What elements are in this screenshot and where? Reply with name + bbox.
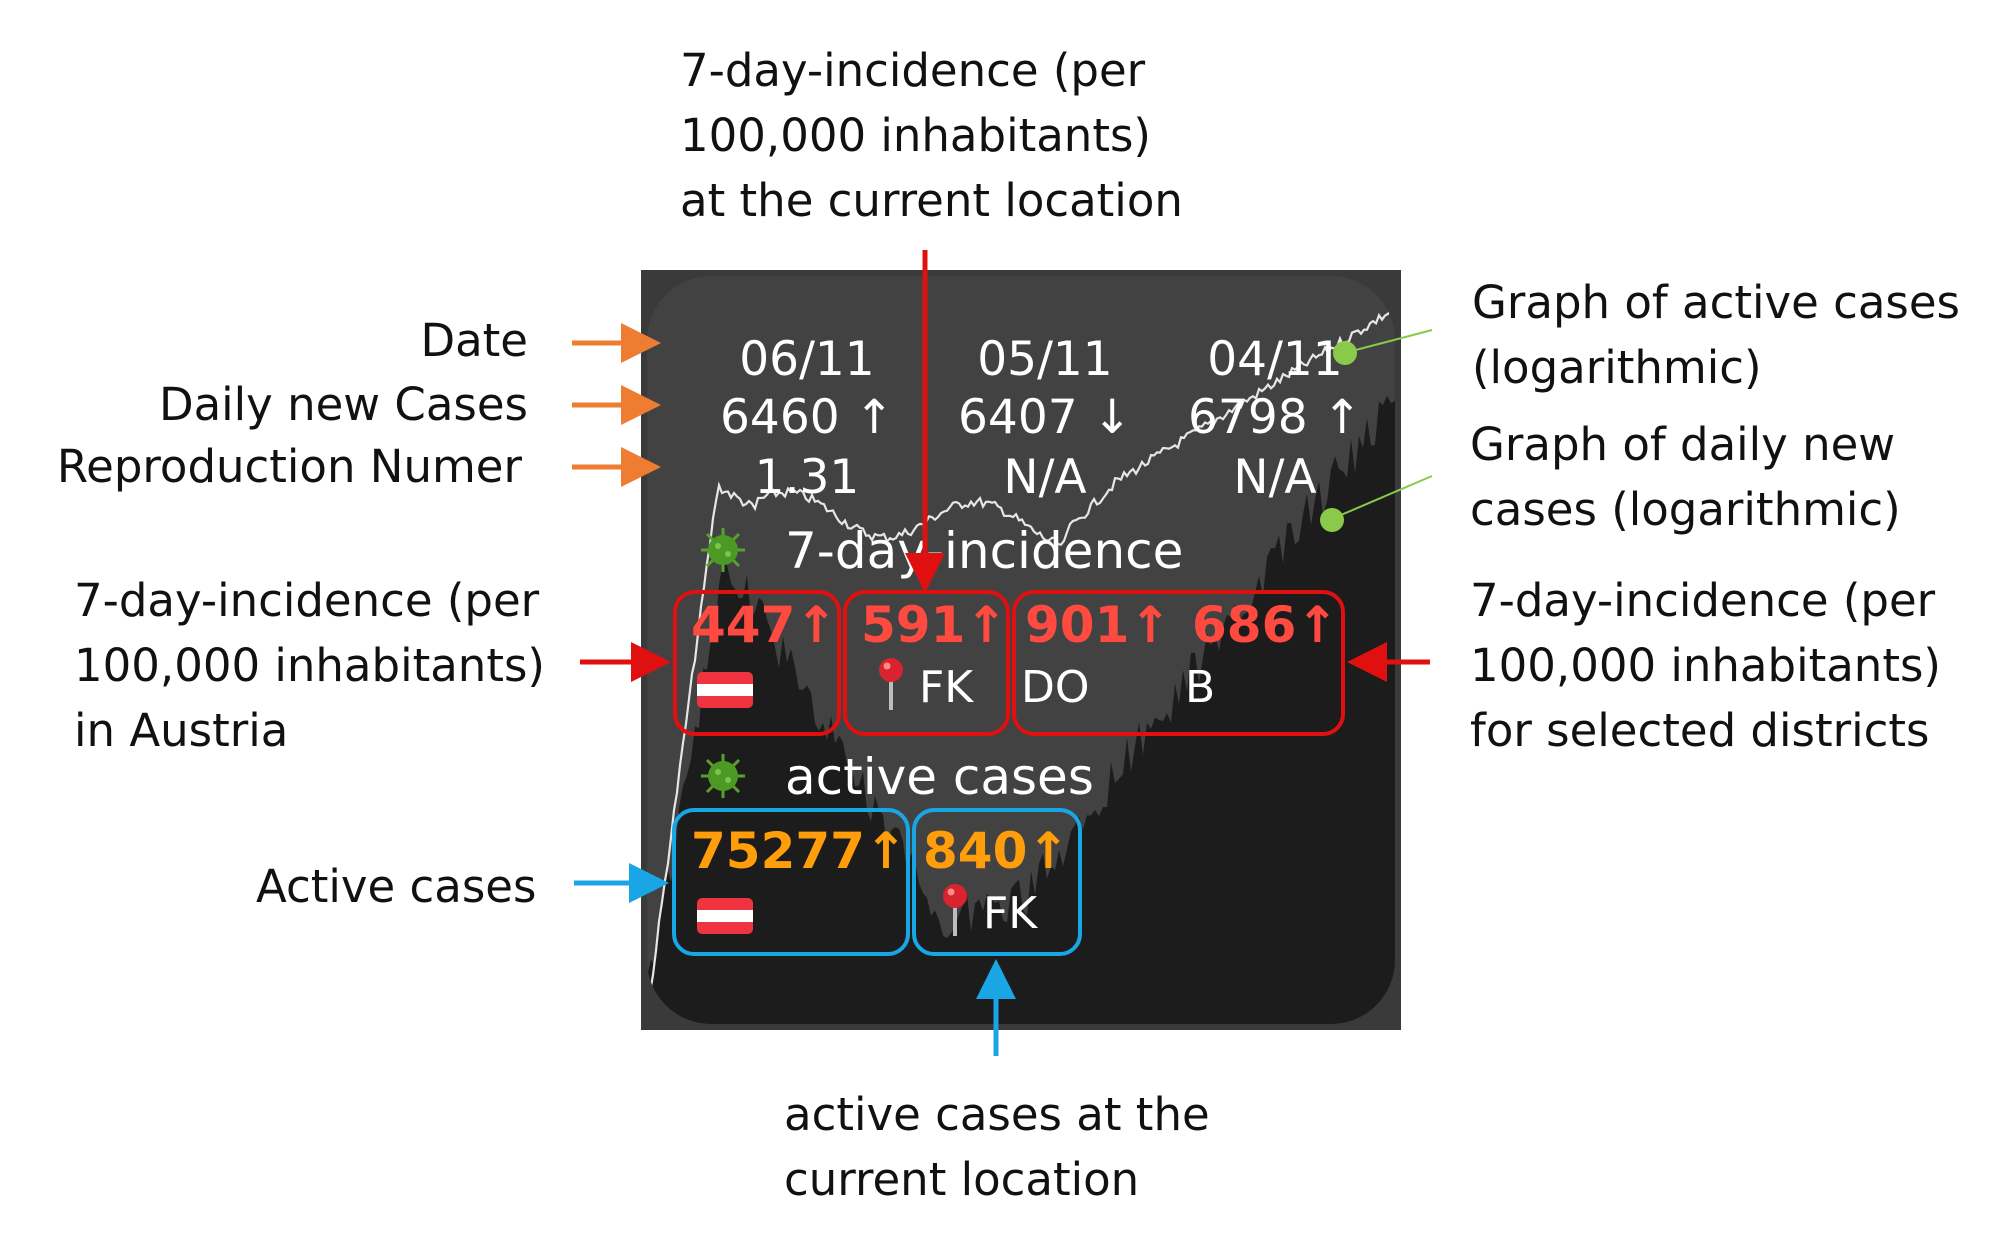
active-location-value: 840↑ (923, 822, 1070, 880)
daily-new-cases-graph (647, 395, 1395, 1024)
annotation-incidence-districts: 7-day-incidence (per 100,000 inhabitants… (1470, 574, 1941, 757)
virus-icon (701, 754, 745, 798)
incidence-district-2-value: 686↑ (1192, 596, 1339, 654)
annotation-incidence-location: 7-day-incidence (per 100,000 inhabitants… (680, 44, 1183, 227)
annotation-graph-daily: Graph of daily new cases (logarithmic) (1470, 418, 1901, 536)
map-pin-icon (943, 884, 967, 936)
highlight-incidence-austria (673, 590, 841, 736)
highlight-incidence-districts (1012, 590, 1345, 736)
incidence-austria-value: 447↑ (691, 596, 838, 654)
highlight-incidence-location (843, 590, 1010, 736)
annotation-reproduction-number: Reproduction Numer (56, 440, 522, 493)
virus-icon (701, 528, 745, 572)
cases-graph (647, 308, 1395, 1024)
incidence-title: 7-day-incidence (785, 522, 1184, 580)
active-austria-value: 75277↑ (691, 822, 907, 880)
annotation-active-cases: Active cases (256, 860, 537, 913)
date-3: 04/11 (1207, 332, 1343, 387)
daily-cases-1: 6460 ↑ (720, 390, 894, 445)
active-title: active cases (785, 748, 1094, 806)
reproduction-1: 1.31 (754, 450, 860, 505)
annotation-daily-new-cases: Daily new Cases (158, 378, 528, 431)
reproduction-2: N/A (1003, 450, 1087, 505)
incidence-location-label: FK (919, 662, 974, 713)
daily-cases-2: 6407 ↓ (958, 390, 1132, 445)
map-pin-icon (879, 658, 903, 710)
date-2: 05/11 (977, 332, 1113, 387)
annotation-date: Date (420, 314, 528, 367)
incidence-district-1-value: 901↑ (1025, 596, 1172, 654)
annotation-graph-active: Graph of active cases (logarithmic) (1472, 276, 1960, 394)
widget-screen: 06/11 05/11 04/11 6460 ↑ 6407 ↓ 6798 ↑ 1… (641, 270, 1401, 1030)
highlight-active-austria (672, 808, 910, 956)
reproduction-3: N/A (1233, 450, 1317, 505)
austria-flag-icon (697, 672, 753, 708)
incidence-district-1-label: DO (1021, 662, 1090, 713)
incidence-district-2-label: B (1185, 662, 1216, 713)
covid-widget[interactable]: 06/11 05/11 04/11 6460 ↑ 6407 ↓ 6798 ↑ 1… (647, 276, 1395, 1024)
active-cases-graph (647, 308, 1395, 1017)
austria-flag-icon (697, 898, 753, 934)
daily-cases-3: 6798 ↑ (1188, 390, 1362, 445)
incidence-location-value: 591↑ (861, 596, 1008, 654)
active-location-label: FK (983, 888, 1038, 939)
date-1: 06/11 (739, 332, 875, 387)
annotation-incidence-austria: 7-day-incidence (per 100,000 inhabitants… (74, 574, 545, 757)
annotation-active-location: active cases at the current location (784, 1088, 1210, 1206)
highlight-active-location (912, 808, 1082, 956)
